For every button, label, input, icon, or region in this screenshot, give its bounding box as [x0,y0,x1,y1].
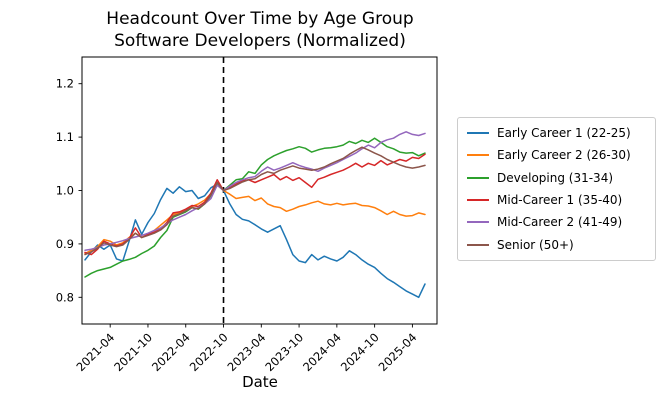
y-tick-label: 0.8 [56,290,74,304]
series-line-0 [84,183,426,299]
y-tick-label: 1.1 [56,130,74,144]
legend-item: Developing (31-34) [458,168,655,188]
legend-line-swatch [467,132,489,135]
series-line-3 [84,153,426,256]
legend-item: Early Career 2 (26-30) [458,145,655,165]
x-tick-label: 2022-04 [149,330,193,374]
series-line-2 [84,137,426,278]
legend-label: Mid-Career 2 (41-49) [497,215,623,230]
legend-line-swatch [467,199,489,202]
legend-line-swatch [467,176,489,179]
y-tick-label: 0.9 [56,237,74,251]
legend-line-swatch [467,154,489,157]
legend-item: Mid-Career 2 (41-49) [458,212,655,232]
legend-label: Developing (31-34) [497,170,614,185]
x-tick-label: 2025-04 [376,330,420,374]
x-tick-label: 2021-10 [111,330,155,374]
legend: Early Career 1 (22-25) Early Career 2 (26… [457,117,656,261]
legend-label: Early Career 1 (22-25) [497,126,631,141]
y-tick-label: 1.2 [56,77,74,91]
legend-label: Mid-Career 1 (35-40) [497,193,623,208]
legend-line-swatch [467,243,489,246]
series-line-1 [84,184,426,255]
legend-label: Senior (50+) [497,237,574,252]
legend-item: Mid-Career 1 (35-40) [458,190,655,210]
series-line-4 [84,131,426,252]
chart-subtitle: Software Developers (Normalized) [114,31,406,51]
x-tick-label: 2023-10 [262,330,306,374]
x-tick-label: 2021-04 [73,330,117,374]
series-line-5 [84,146,426,256]
x-tick-label: 2022-10 [187,330,231,374]
plot-frame [81,56,438,325]
legend-label: Early Career 2 (26-30) [497,148,631,163]
x-tick-label: 2023-04 [225,330,269,374]
x-axis-label: Date [242,373,278,391]
y-tick-label: 1.0 [56,184,74,198]
x-tick-label: 2024-10 [338,330,382,374]
legend-line-swatch [467,221,489,224]
chart-title-block: Headcount Over Time by Age Group Softwar… [0,8,520,52]
legend-item: Early Career 1 (22-25) [458,123,655,143]
x-tick-label: 2024-04 [300,330,344,374]
chart-title: Headcount Over Time by Age Group [106,9,414,29]
legend-item: Senior (50+) [458,235,655,255]
